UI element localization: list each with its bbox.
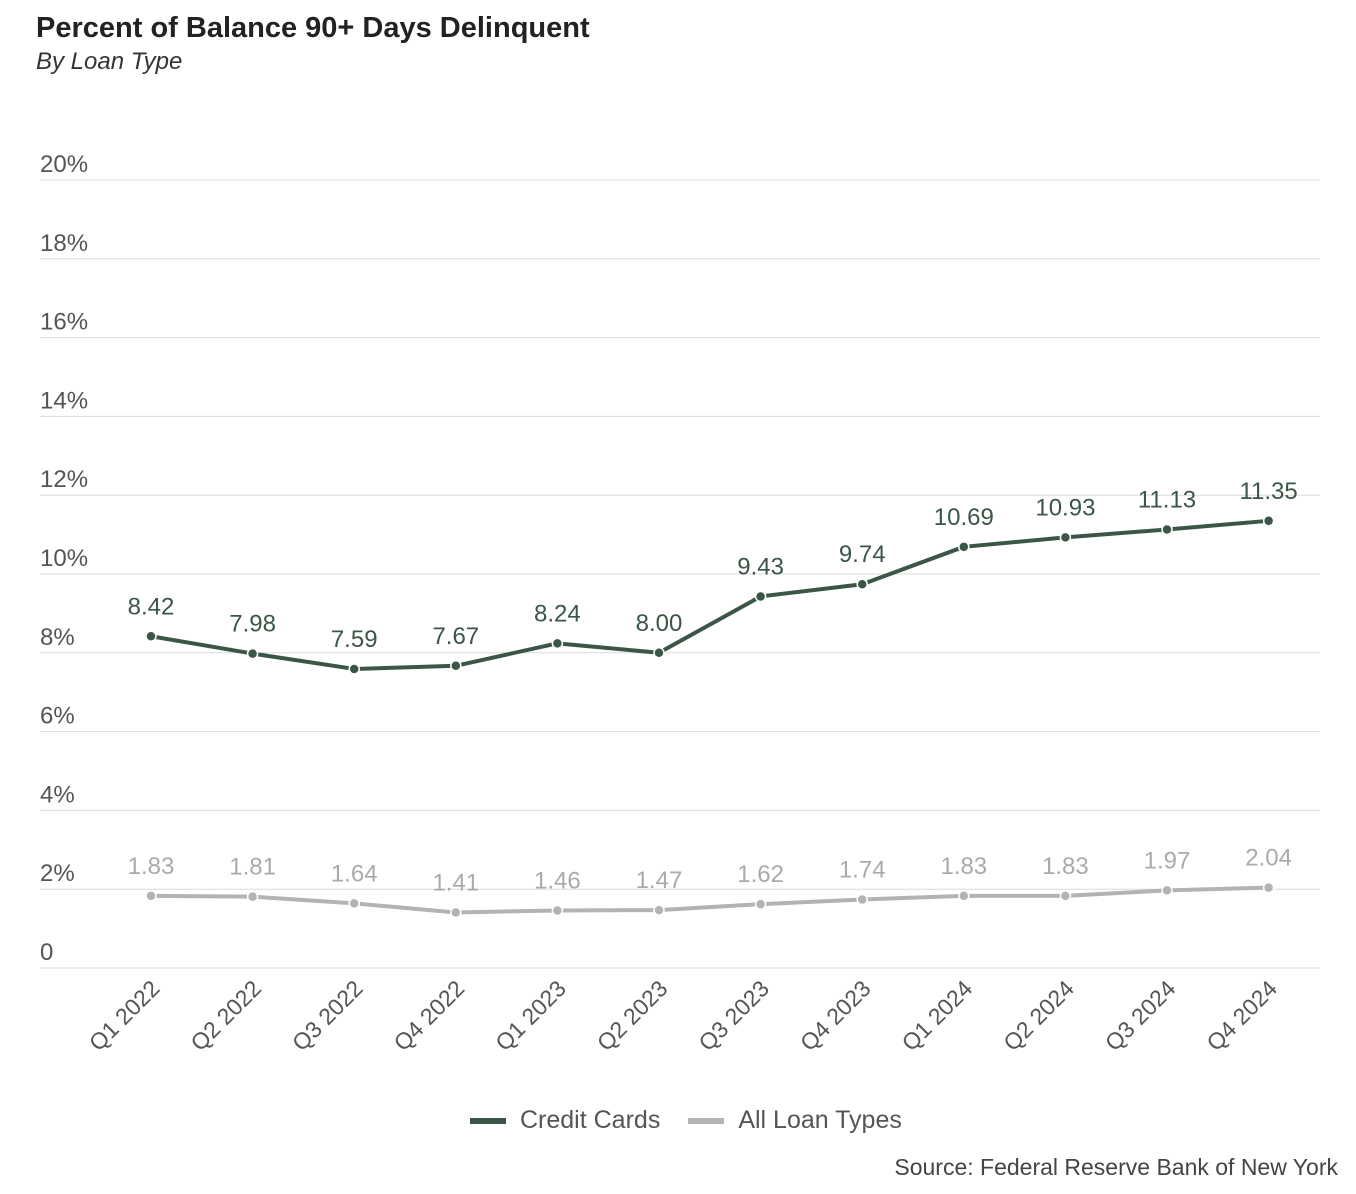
data-label-all-loan-types: 1.64 bbox=[331, 860, 378, 887]
data-point-all-loan-types bbox=[1161, 884, 1173, 897]
x-tick-label: Q3 2024 bbox=[1100, 975, 1181, 1056]
legend-label: Credit Cards bbox=[520, 1106, 661, 1134]
y-tick-label: 20% bbox=[40, 151, 88, 178]
data-point-all-loan-types bbox=[856, 893, 868, 906]
data-point-all-loan-types bbox=[754, 898, 767, 910]
data-point-credit-cards bbox=[348, 663, 360, 675]
data-label-all-loan-types: 1.74 bbox=[839, 856, 886, 883]
x-tick-label: Q1 2023 bbox=[490, 975, 571, 1056]
y-tick-label: 10% bbox=[40, 545, 88, 572]
data-label-credit-cards: 8.42 bbox=[128, 593, 175, 620]
y-tick-label: 16% bbox=[40, 309, 88, 336]
series-line-credit-cards bbox=[150, 518, 1269, 671]
data-label-credit-cards: 11.35 bbox=[1239, 478, 1297, 505]
data-point-credit-cards bbox=[653, 647, 665, 659]
legend-label: All Loan Types bbox=[738, 1106, 902, 1134]
data-point-credit-cards bbox=[1059, 531, 1072, 544]
x-tick-label: Q2 2022 bbox=[185, 975, 266, 1056]
chart-title: Percent of Balance 90+ Days Delinquent bbox=[36, 12, 590, 44]
data-label-credit-cards: 7.59 bbox=[331, 626, 378, 653]
data-label-all-loan-types: 1.83 bbox=[1042, 853, 1089, 880]
x-tick-label: Q4 2023 bbox=[795, 975, 876, 1056]
data-label-credit-cards: 10.93 bbox=[1035, 494, 1095, 521]
x-tick-label: Q4 2024 bbox=[1201, 975, 1282, 1056]
data-label-all-loan-types: 1.97 bbox=[1144, 847, 1191, 874]
y-tick-label: 6% bbox=[40, 703, 75, 730]
legend: Credit Cards All Loan Types bbox=[470, 1106, 930, 1135]
data-label-credit-cards: 9.74 bbox=[839, 541, 886, 568]
data-point-credit-cards bbox=[246, 647, 259, 660]
source-note: Source: Federal Reserve Bank of New York bbox=[894, 1154, 1338, 1180]
x-tick-label: Q2 2024 bbox=[998, 975, 1079, 1056]
x-tick-label: Q4 2022 bbox=[389, 975, 470, 1056]
series-line-all-loan-types bbox=[150, 885, 1269, 915]
data-point-all-loan-types bbox=[450, 906, 462, 919]
data-point-credit-cards bbox=[1262, 515, 1275, 527]
data-label-all-loan-types: 1.83 bbox=[940, 853, 987, 880]
y-tick-label: 12% bbox=[40, 466, 88, 493]
data-label-credit-cards: 8.24 bbox=[534, 600, 581, 627]
x-tick-label: Q1 2022 bbox=[84, 975, 165, 1056]
data-label-all-loan-types: 1.83 bbox=[128, 853, 175, 880]
data-point-credit-cards bbox=[145, 630, 157, 643]
x-tick-label: Q2 2023 bbox=[592, 975, 673, 1056]
data-label-all-loan-types: 1.46 bbox=[534, 867, 581, 894]
chart-subtitle: By Loan Type bbox=[36, 48, 183, 75]
y-tick-label: 2% bbox=[40, 860, 75, 887]
y-tick-label: 18% bbox=[40, 230, 88, 257]
data-label-credit-cards: 10.69 bbox=[934, 504, 994, 531]
data-point-credit-cards bbox=[958, 541, 970, 553]
data-point-all-loan-types bbox=[246, 890, 259, 903]
data-point-all-loan-types bbox=[348, 897, 360, 910]
data-point-all-loan-types bbox=[1262, 881, 1275, 894]
legend-swatch-credit-cards bbox=[470, 1117, 506, 1124]
data-label-credit-cards: 7.67 bbox=[432, 623, 479, 650]
legend-item-credit-cards[interactable]: Credit Cards bbox=[470, 1106, 660, 1135]
data-point-all-loan-types bbox=[653, 904, 665, 916]
data-point-all-loan-types bbox=[958, 890, 970, 902]
data-point-all-loan-types bbox=[145, 890, 157, 902]
y-tick-label: 4% bbox=[40, 781, 75, 808]
x-tick-label: Q3 2022 bbox=[287, 975, 368, 1056]
data-point-credit-cards bbox=[754, 590, 767, 603]
legend-swatch-all-loan-types bbox=[688, 1117, 725, 1124]
data-point-credit-cards bbox=[856, 578, 868, 590]
x-tick-label: Q1 2024 bbox=[897, 975, 978, 1056]
data-point-all-loan-types bbox=[1059, 890, 1072, 902]
data-point-all-loan-types bbox=[551, 904, 564, 917]
y-tick-label: 14% bbox=[40, 387, 88, 414]
data-label-all-loan-types: 1.81 bbox=[229, 854, 276, 881]
data-label-credit-cards: 9.43 bbox=[737, 553, 784, 580]
data-point-credit-cards bbox=[1161, 523, 1173, 536]
y-tick-label: 8% bbox=[40, 624, 75, 651]
data-label-credit-cards: 11.13 bbox=[1138, 486, 1196, 513]
legend-item-all-loan-types[interactable]: All Loan Types bbox=[688, 1106, 902, 1135]
data-label-all-loan-types: 1.47 bbox=[636, 867, 683, 894]
y-tick-label: 0 bbox=[40, 939, 53, 966]
data-point-credit-cards bbox=[450, 660, 462, 672]
data-label-all-loan-types: 2.04 bbox=[1245, 845, 1292, 872]
data-label-credit-cards: 7.98 bbox=[229, 611, 276, 638]
x-tick-label: Q3 2023 bbox=[693, 975, 774, 1056]
data-label-all-loan-types: 1.41 bbox=[432, 869, 479, 896]
data-point-credit-cards bbox=[551, 637, 564, 650]
data-label-credit-cards: 8.00 bbox=[636, 610, 683, 637]
data-label-all-loan-types: 1.62 bbox=[737, 861, 784, 888]
